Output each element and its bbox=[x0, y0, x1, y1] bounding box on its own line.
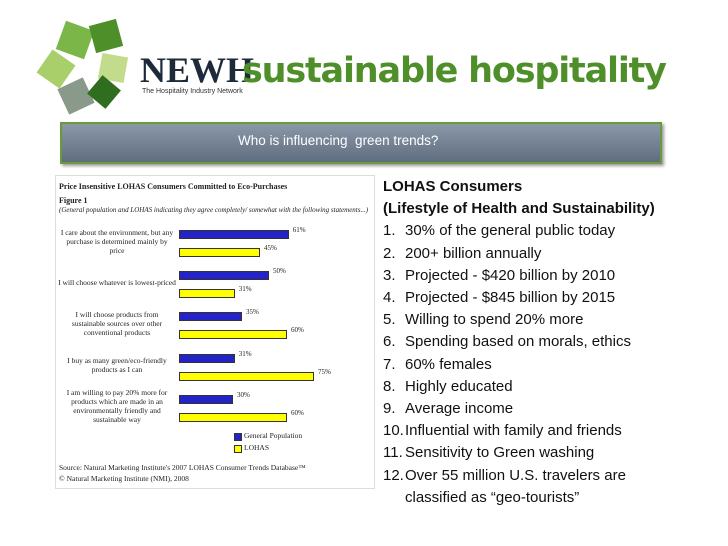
value-label: 31% bbox=[238, 285, 252, 293]
value-label: 50% bbox=[273, 267, 286, 275]
item-number: 7. bbox=[383, 355, 396, 373]
chart-subtitle: (General population and LOHAS indicating… bbox=[59, 206, 369, 214]
category-label: I care about the environment, but any pu… bbox=[60, 227, 174, 255]
list-item: 7. 60% females bbox=[383, 354, 723, 376]
item-number: 10. bbox=[383, 422, 404, 440]
item-number: 1. bbox=[383, 222, 396, 240]
list-heading: (Lifestyle of Health and Sustainability) bbox=[383, 200, 655, 218]
item-text: 30% of the general public today bbox=[405, 222, 616, 240]
bar bbox=[179, 330, 287, 339]
bar bbox=[179, 248, 260, 257]
bar bbox=[179, 395, 233, 404]
item-text: Willing to spend 20% more bbox=[405, 311, 584, 329]
legend-label: General Population bbox=[244, 431, 303, 440]
item-text: Projected - $845 billion by 2015 bbox=[405, 289, 616, 307]
source-note: © Natural Marketing Institute (NMI), 200… bbox=[59, 474, 189, 483]
item-text: 200+ billion annually bbox=[405, 244, 542, 262]
list-item: 8. Highly educated bbox=[383, 376, 723, 398]
item-number: 9. bbox=[383, 400, 396, 418]
bar bbox=[179, 271, 269, 280]
org-tagline: The Hospitality Industry Network bbox=[142, 88, 243, 95]
list-item: 10. Influential with family and friends bbox=[383, 420, 723, 442]
value-label: 31% bbox=[238, 350, 252, 358]
list-item: 11. Sensitivity to Green washing bbox=[383, 442, 723, 464]
list-item: 6. Spending based on morals, ethics bbox=[383, 331, 723, 353]
item-number: 11. bbox=[383, 444, 403, 462]
figure-label: Figure 1 bbox=[59, 196, 88, 205]
value-label: 30% bbox=[237, 391, 250, 399]
item-number: 4. bbox=[383, 289, 396, 307]
value-label: 75% bbox=[318, 368, 331, 376]
item-text: Spending based on morals, ethics bbox=[405, 333, 631, 351]
legend-swatch bbox=[234, 433, 242, 441]
list-heading: LOHAS Consumers bbox=[383, 178, 523, 195]
list-item: 2. 200+ billion annually bbox=[383, 243, 723, 265]
item-text: Sensitivity to Green washing bbox=[405, 444, 595, 462]
list-item: 1. 30% of the general public today bbox=[383, 220, 723, 242]
value-label: 45% bbox=[264, 244, 277, 252]
logo-square bbox=[97, 52, 129, 84]
logo-square bbox=[87, 75, 121, 109]
legend-label: LOHAS bbox=[244, 443, 270, 452]
logo-square bbox=[57, 77, 95, 115]
item-number: 3. bbox=[383, 266, 396, 284]
list-item: 3. Projected - $420 billion by 2010 bbox=[383, 265, 723, 287]
bar bbox=[179, 289, 235, 298]
bar bbox=[179, 312, 242, 321]
lohas-list: LOHAS Consumers (Lifestyle of Health and … bbox=[383, 176, 723, 509]
logo-square bbox=[55, 20, 95, 60]
chart-title: Price Insensitive LOHAS Consumers Commit… bbox=[59, 182, 288, 191]
value-label: 60% bbox=[291, 409, 304, 417]
bar bbox=[179, 372, 314, 381]
item-text: Over 55 million U.S. travelers are class… bbox=[405, 466, 626, 506]
source-note: Source: Natural Marketing Institute's 20… bbox=[59, 463, 306, 472]
category-label: I will choose whatever is lowest-priced bbox=[58, 277, 176, 287]
legend-swatch bbox=[234, 445, 242, 453]
slide-title: sustainable hospitality bbox=[242, 51, 667, 91]
item-text: Average income bbox=[405, 400, 514, 418]
item-text: Projected - $420 billion by 2010 bbox=[405, 266, 616, 284]
logo-square bbox=[36, 49, 76, 89]
banner: Who is influencing green trends? bbox=[60, 122, 662, 164]
list-item: 4. Projected - $845 billion by 2015 bbox=[383, 287, 723, 309]
list-item: 5. Willing to spend 20% more bbox=[383, 309, 723, 331]
figure: Price Insensitive LOHAS Consumers Commit… bbox=[55, 175, 375, 489]
item-number: 12. bbox=[383, 466, 404, 484]
item-number: 6. bbox=[383, 333, 396, 351]
list-item: 9. Average income bbox=[383, 398, 723, 420]
bar bbox=[179, 413, 287, 422]
logo-art: NEWH The Hospitality Industry Network su… bbox=[36, 18, 667, 115]
item-number: 8. bbox=[383, 377, 396, 395]
item-text: Highly educated bbox=[405, 377, 513, 395]
category-label: I will choose products from sustainable … bbox=[71, 309, 163, 337]
value-label: 35% bbox=[246, 308, 259, 316]
item-text: Influential with family and friends bbox=[405, 422, 622, 440]
bar bbox=[179, 354, 235, 363]
list-item: 12. Over 55 million U.S. travelers are cl… bbox=[383, 465, 723, 509]
logo-square bbox=[88, 18, 124, 54]
category-label: I buy as many green/eco-friendly product… bbox=[67, 356, 167, 374]
item-text: 60% females bbox=[405, 355, 492, 373]
org-name: NEWH bbox=[140, 50, 254, 90]
item-number: 2. bbox=[383, 244, 396, 262]
banner-text: Who is influencing green trends? bbox=[238, 133, 439, 148]
value-label: 60% bbox=[291, 326, 304, 334]
category-label: I am willing to pay 20% more for product… bbox=[66, 388, 168, 424]
item-number: 5. bbox=[383, 311, 396, 329]
bar bbox=[179, 230, 289, 239]
value-label: 61% bbox=[292, 226, 306, 234]
